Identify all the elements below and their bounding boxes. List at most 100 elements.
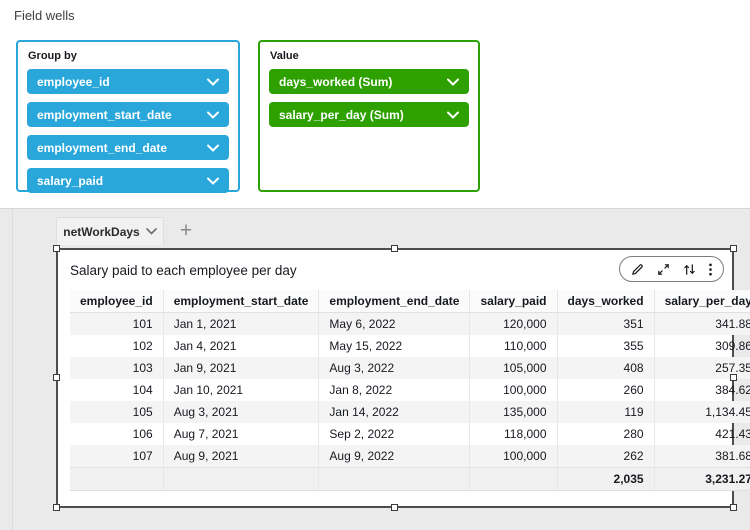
table-cell[interactable]: 260	[556, 379, 655, 401]
table-cell[interactable]: 280	[556, 423, 655, 445]
table-row: 104 Jan 10, 2021 Jan 8, 2022 100,000 260 384.…	[70, 379, 750, 401]
table-cell[interactable]: Aug 7, 2021	[162, 423, 319, 445]
column-header-salary_paid[interactable]: salary_paid	[469, 290, 558, 313]
data-table: employee_id employment_start_date employme…	[70, 290, 750, 491]
table-cell[interactable]: 408	[556, 357, 655, 379]
table-visual-card[interactable]: Salary paid to each employee per day	[53, 245, 750, 511]
maximize-icon[interactable]	[656, 262, 671, 277]
table-cell[interactable]: 120,000	[469, 312, 558, 335]
table-cell[interactable]: Aug 3, 2021	[162, 401, 319, 423]
table-cell[interactable]: 106	[132, 427, 153, 441]
group-by-label: Group by	[28, 50, 77, 62]
table-cell[interactable]: Jan 8, 2022	[318, 379, 470, 401]
canvas-left-edge	[12, 209, 13, 530]
table-cell[interactable]: Jan 10, 2021	[162, 379, 319, 401]
table-cell[interactable]: 351	[556, 312, 655, 335]
table-cell[interactable]: 384.62	[653, 379, 750, 401]
table-total-row: 2,035 3,231.27	[70, 467, 750, 491]
table-cell[interactable]: 100,000	[469, 379, 558, 401]
column-header-employee_id[interactable]: employee_id	[70, 290, 164, 313]
chevron-down-icon[interactable]	[207, 144, 219, 152]
column-header-days_worked[interactable]: days_worked	[556, 290, 655, 313]
resize-handle-top-center[interactable]	[391, 245, 398, 252]
table-cell[interactable]: 107	[70, 445, 164, 468]
table-row: 105 Aug 3, 2021 Jan 14, 2022 135,000 119 1,13…	[70, 401, 750, 423]
field-pill-salary-paid[interactable]: salary_paid	[27, 168, 229, 193]
chevron-down-icon[interactable]	[447, 111, 459, 119]
table-cell[interactable]: May 6, 2022	[318, 312, 470, 335]
field-pill-employee-id[interactable]: employee_id	[27, 69, 229, 94]
table-cell[interactable]: Jan 9, 2021	[162, 357, 319, 379]
field-wells-panel: Field wells Group by employee_id employm…	[0, 0, 750, 209]
resize-handle-bottom-center[interactable]	[391, 504, 398, 511]
table-cell[interactable]: Jan 1, 2021	[162, 312, 319, 335]
table-header-row: employee_id employment_start_date employme…	[70, 290, 750, 313]
table-cell[interactable]: 257.35	[653, 357, 750, 379]
table-cell[interactable]: 100,000	[469, 445, 558, 468]
field-pill-label: days_worked (Sum)	[279, 74, 393, 89]
column-header-employment_end_date[interactable]: employment_end_date	[318, 290, 470, 313]
menu-dots-icon[interactable]	[708, 262, 713, 277]
table-cell[interactable]: 104	[132, 383, 153, 397]
table-cell[interactable]: 262	[556, 445, 655, 468]
sheet-tab-label: netWorkDays	[63, 224, 140, 239]
table-cell[interactable]: Aug 9, 2022	[318, 445, 470, 468]
chevron-down-icon[interactable]	[447, 78, 459, 86]
table-row: 101 Jan 1, 2021 May 6, 2022 120,000 351 341.8…	[70, 312, 750, 335]
group-by-well[interactable]: Group by employee_id employment_start_da…	[16, 40, 240, 193]
table-cell[interactable]: 1,134.45	[653, 401, 750, 423]
chevron-down-icon[interactable]	[207, 111, 219, 119]
resize-handle-top-left[interactable]	[53, 245, 60, 252]
table-cell[interactable]: 341.88	[653, 312, 750, 335]
field-pill-employment-end-date[interactable]: employment_end_date	[27, 135, 229, 160]
table-cell[interactable]: Aug 3, 2022	[318, 357, 470, 379]
resize-handle-mid-right[interactable]	[730, 374, 737, 381]
table-cell[interactable]: May 15, 2022	[318, 335, 470, 357]
table-total-cell	[162, 467, 319, 491]
table-cell[interactable]: 101	[70, 312, 164, 335]
table-cell[interactable]: 309.86	[653, 335, 750, 357]
table-cell[interactable]: Jan 14, 2022	[318, 401, 470, 423]
edit-pencil-icon[interactable]	[630, 262, 645, 277]
chevron-down-icon[interactable]	[207, 177, 219, 185]
table-row: 106 Aug 7, 2021 Sep 2, 2022 118,000 280 421.4…	[70, 423, 750, 445]
table-cell[interactable]: 421.43	[653, 423, 750, 445]
table-cell[interactable]: Jan 4, 2021	[162, 335, 319, 357]
swap-arrows-icon[interactable]	[682, 262, 697, 277]
column-header-employment_start_date[interactable]: employment_start_date	[162, 290, 319, 313]
add-sheet-button[interactable]: +	[179, 219, 193, 242]
field-pill-salary-per-day-sum[interactable]: salary_per_day (Sum)	[269, 102, 469, 127]
chevron-down-icon[interactable]	[207, 78, 219, 86]
table-cell[interactable]: Sep 2, 2022	[318, 423, 470, 445]
column-header-salary_per_day[interactable]: salary_per_day	[653, 290, 750, 313]
table-body: 101 Jan 1, 2021 May 6, 2022 120,000 351 341.8…	[70, 312, 750, 491]
field-pill-employment-start-date[interactable]: employment_start_date	[27, 102, 229, 127]
value-label: Value	[270, 50, 299, 62]
table-cell[interactable]: 355	[556, 335, 655, 357]
table-cell[interactable]: 102	[132, 339, 153, 353]
table-total-cell	[70, 467, 164, 491]
table-total-cell: 3,231.27	[653, 467, 750, 491]
value-well[interactable]: Value days_worked (Sum) salary_per_day (…	[258, 40, 480, 192]
table-cell[interactable]: Aug 9, 2021	[162, 445, 319, 468]
resize-handle-top-right[interactable]	[730, 245, 737, 252]
resize-handle-bottom-left[interactable]	[53, 504, 60, 511]
table-cell[interactable]: 118,000	[469, 423, 558, 445]
visual-title[interactable]: Salary paid to each employee per day	[70, 263, 297, 278]
table-cell[interactable]: 105,000	[469, 357, 558, 379]
sheet-tab-networkdays[interactable]: netWorkDays	[56, 217, 164, 245]
resize-handle-mid-left[interactable]	[53, 374, 60, 381]
field-pill-label: employment_start_date	[37, 107, 172, 122]
table-cell[interactable]: 105	[70, 401, 164, 423]
table-cell[interactable]: 110,000	[469, 335, 558, 357]
table-cell[interactable]: 135,000	[469, 401, 558, 423]
field-pill-days-worked-sum[interactable]: days_worked (Sum)	[269, 69, 469, 94]
field-pill-label: employment_end_date	[37, 140, 168, 155]
table-total-cell: 2,035	[556, 467, 655, 491]
table-cell[interactable]: 381.68	[653, 445, 750, 468]
table-cell[interactable]: 119	[556, 401, 655, 423]
field-wells-title: Field wells	[14, 8, 75, 23]
tab-chevron-down-icon[interactable]	[145, 228, 157, 235]
table-cell[interactable]: 103	[70, 357, 164, 379]
resize-handle-bottom-right[interactable]	[730, 504, 737, 511]
